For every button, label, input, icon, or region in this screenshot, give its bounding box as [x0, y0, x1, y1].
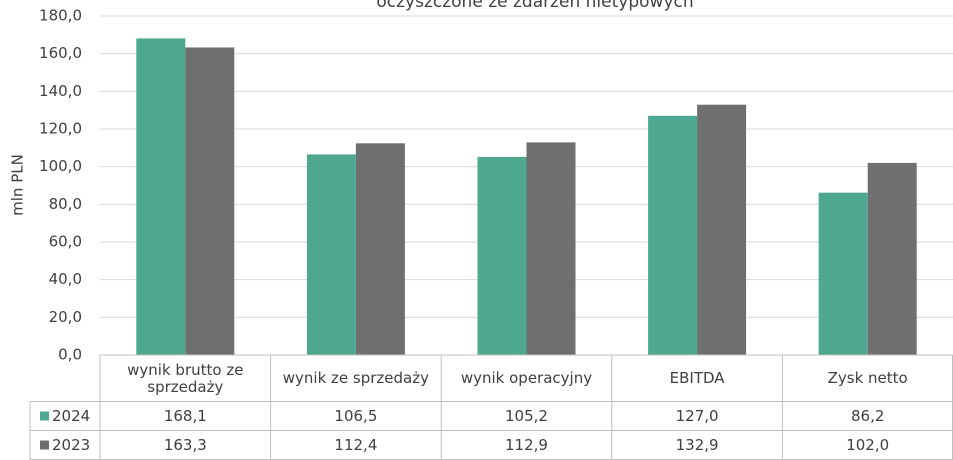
value-label: 168,1 [164, 407, 207, 425]
value-label: 106,5 [334, 407, 377, 425]
value-label: 112,9 [505, 436, 548, 454]
x-tick-label-text: Zysk netto [827, 369, 908, 388]
value-label: 102,0 [846, 436, 889, 454]
x-tick-label: EBITDA [669, 369, 725, 388]
y-tick-label: 160,0 [39, 44, 82, 62]
x-tick-label-text: wynik operacyjny [460, 369, 593, 388]
bar [477, 156, 527, 355]
y-tick-label: 40,0 [49, 270, 82, 288]
x-tick-label: wynik brutto ze sprzedaży [127, 361, 244, 396]
y-tick-label: 80,0 [49, 195, 82, 213]
value-label: 112,4 [334, 436, 377, 454]
x-tick-label-text: EBITDA [669, 369, 725, 388]
bar [355, 143, 405, 355]
y-axis-label: mln PLN [9, 154, 27, 216]
y-tick-label: 140,0 [39, 82, 82, 100]
bar [648, 115, 698, 355]
y-tick-label: 100,0 [39, 157, 82, 175]
legend-label: 2024 [52, 407, 90, 425]
bar [818, 192, 868, 355]
x-tick-label: Zysk netto [827, 369, 908, 388]
value-label: 127,0 [676, 407, 719, 425]
legend-swatch [40, 411, 49, 421]
x-tick-label-text: wynik ze sprzedaży [282, 369, 429, 388]
value-label: 105,2 [505, 407, 548, 425]
y-tick-label: 0,0 [58, 346, 82, 364]
legend-swatch [40, 440, 49, 450]
bar [867, 162, 917, 355]
value-label: 86,2 [851, 407, 884, 425]
value-label: 163,3 [164, 436, 207, 454]
bar [697, 104, 747, 355]
bar [526, 142, 576, 355]
bar [185, 47, 235, 356]
legend-label: 2023 [52, 436, 90, 454]
y-tick-label: 60,0 [49, 233, 82, 251]
x-tick-label-text: wynik brutto ze sprzedaży [127, 361, 244, 396]
y-tick-label: 180,0 [39, 7, 82, 25]
bar [136, 38, 186, 355]
value-label: 132,9 [676, 436, 719, 454]
y-tick-label: 20,0 [49, 308, 82, 326]
y-tick-label: 120,0 [39, 120, 82, 138]
chart-title: oczyszczone ze zdarzeń nietypowych [376, 0, 693, 12]
x-tick-label: wynik operacyjny [460, 369, 593, 388]
x-tick-label: wynik ze sprzedaży [282, 369, 429, 388]
bar [306, 154, 356, 355]
